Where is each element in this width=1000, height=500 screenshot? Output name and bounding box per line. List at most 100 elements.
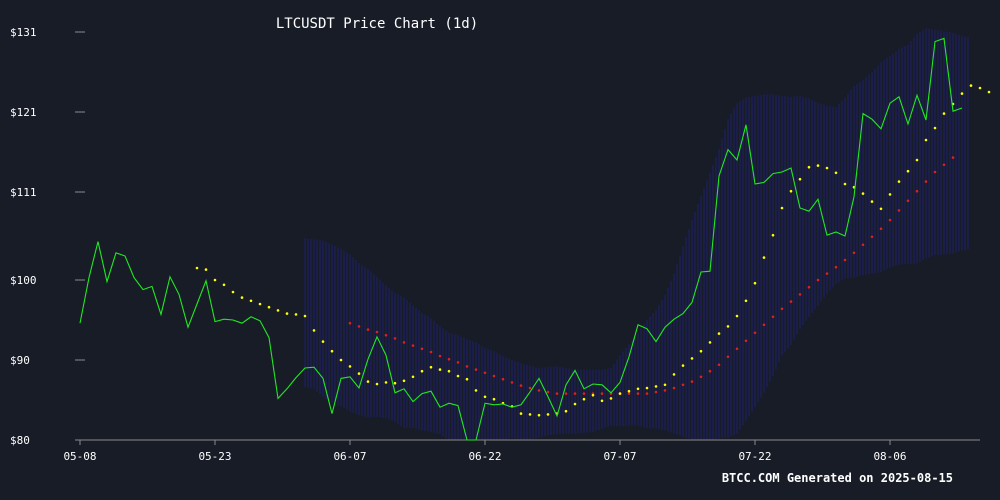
sar-point xyxy=(447,369,451,373)
ma-point xyxy=(402,341,406,344)
sar-point xyxy=(636,387,640,391)
sar-point xyxy=(618,392,622,395)
sar-point xyxy=(879,207,883,211)
sar-point xyxy=(573,402,577,406)
ma-point xyxy=(411,344,415,347)
ma-point xyxy=(474,368,478,371)
sar-point xyxy=(681,364,685,367)
ma-point xyxy=(906,199,910,203)
ma-point xyxy=(951,156,955,159)
sar-point xyxy=(384,381,388,384)
x-tick-label: 06-22 xyxy=(468,450,501,463)
sar-point xyxy=(564,409,568,413)
sar-point xyxy=(987,90,991,94)
sar-point xyxy=(627,389,631,393)
sar-point xyxy=(321,340,325,343)
ma-point xyxy=(825,272,829,275)
sar-point xyxy=(366,380,370,383)
ma-point xyxy=(924,180,928,183)
ma-point xyxy=(393,337,397,340)
sar-point xyxy=(798,177,802,181)
sar-point xyxy=(222,283,226,287)
ma-point xyxy=(708,369,712,373)
band-layer xyxy=(304,28,969,440)
ma-point xyxy=(897,209,901,212)
sar-point xyxy=(456,374,460,378)
ma-point xyxy=(438,354,442,358)
sar-point xyxy=(834,171,838,175)
sar-point xyxy=(411,375,415,379)
ma-point xyxy=(366,328,370,331)
sar-point xyxy=(717,332,721,335)
sar-point xyxy=(402,379,406,383)
ma-point xyxy=(870,235,874,239)
sar-point xyxy=(960,92,964,95)
sar-point xyxy=(339,358,343,362)
ma-point xyxy=(555,392,559,395)
x-tick-label: 08-06 xyxy=(873,450,906,463)
sar-point xyxy=(906,169,910,173)
ma-point xyxy=(672,386,676,390)
x-tick-label: 07-07 xyxy=(603,450,636,463)
x-tick-label: 05-08 xyxy=(63,450,96,463)
ma-point xyxy=(744,339,748,343)
ma-point xyxy=(654,390,658,394)
ma-point xyxy=(780,307,784,311)
ma-point xyxy=(816,278,820,282)
ma-point xyxy=(717,363,721,367)
ma-point xyxy=(384,333,388,337)
sar-point xyxy=(195,266,199,270)
sar-point xyxy=(483,395,487,399)
sar-point xyxy=(870,200,874,203)
sar-point xyxy=(744,299,748,303)
sar-point xyxy=(474,389,478,392)
sar-point xyxy=(492,397,496,401)
sar-point xyxy=(231,290,235,294)
sar-point xyxy=(924,138,928,142)
sar-point xyxy=(375,382,379,386)
sar-point xyxy=(429,365,433,369)
sar-point xyxy=(294,313,298,316)
sar-point xyxy=(357,372,361,375)
ma-point xyxy=(429,350,433,354)
ma-point xyxy=(888,218,892,222)
sar-point xyxy=(888,193,892,196)
sar-point xyxy=(582,397,586,401)
sar-point xyxy=(303,314,307,318)
sar-point xyxy=(276,309,280,312)
sar-point xyxy=(465,377,469,381)
sar-point xyxy=(735,314,739,318)
sar-point xyxy=(825,166,829,170)
ma-point xyxy=(681,383,685,387)
sar-point xyxy=(213,278,217,282)
chart-footer: BTCC.COM Generated on 2025-08-15 xyxy=(722,471,953,485)
sar-point xyxy=(546,413,550,416)
y-tick-label: $80 xyxy=(10,434,30,447)
sar-point xyxy=(915,158,919,162)
sar-point xyxy=(267,305,271,309)
ma-point xyxy=(564,392,568,395)
ma-point xyxy=(861,243,865,247)
sar-point xyxy=(969,84,973,87)
price-line xyxy=(79,37,963,441)
ma-point xyxy=(600,392,604,395)
sar-point xyxy=(600,399,604,403)
sar-point xyxy=(762,256,766,259)
sar-point xyxy=(420,369,424,373)
sar-point xyxy=(609,397,613,400)
ma-point xyxy=(492,374,496,378)
y-tick-label: $111 xyxy=(10,186,37,199)
ma-point xyxy=(510,381,514,384)
ma-point xyxy=(942,163,946,167)
ma-point xyxy=(933,170,937,174)
sar-point xyxy=(537,413,541,417)
sar-point xyxy=(393,381,397,385)
ma-point xyxy=(627,392,631,395)
price-layer xyxy=(79,37,963,441)
sar-point xyxy=(771,233,775,237)
sar-point xyxy=(240,296,244,299)
sar-point xyxy=(753,281,757,285)
sar-point xyxy=(654,385,658,388)
ma-point xyxy=(519,384,523,387)
ma-point xyxy=(735,347,739,351)
